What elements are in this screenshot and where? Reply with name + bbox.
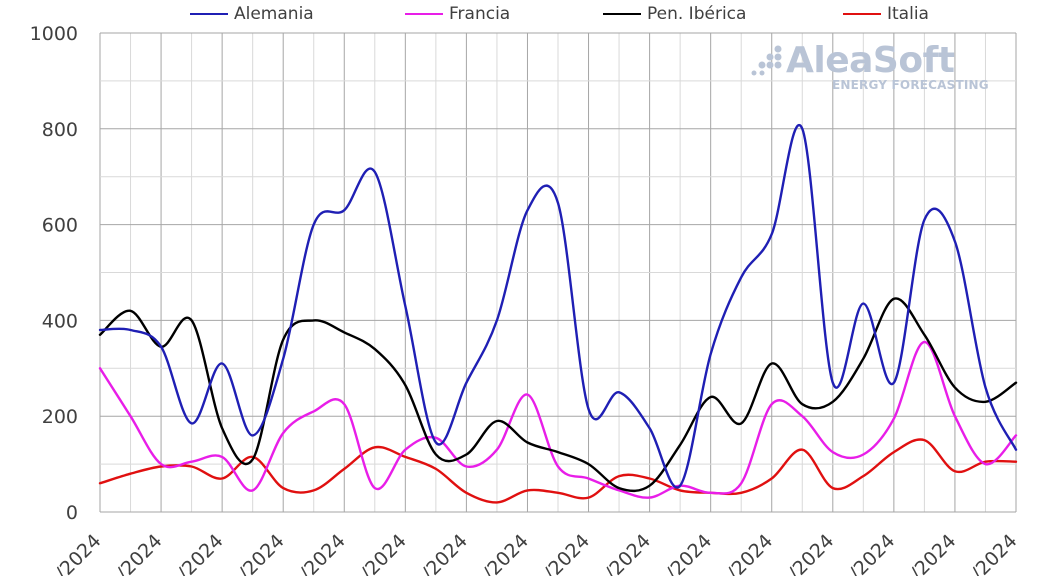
legend-label-pen-iberica: Pen. Ibérica <box>647 4 747 24</box>
logo-tagline: ENERGY FORECASTING <box>832 78 989 92</box>
x-tick-label: /2024 <box>906 530 960 576</box>
legend: Alemania Francia Pen. Ibérica Italia <box>0 4 1038 26</box>
x-tick-label: /2024 <box>967 530 1021 576</box>
x-tick-label: /2024 <box>784 530 838 576</box>
x-tick-label: /2024 <box>845 530 899 576</box>
legend-swatch-alemania <box>190 13 228 15</box>
x-tick-label: /2024 <box>234 530 288 576</box>
y-tick-label: 1000 <box>30 23 78 45</box>
y-tick-label: 200 <box>42 406 78 428</box>
aleasoft-logo: AleaSoft ENERGY FORECASTING <box>748 40 1008 100</box>
legend-item-francia: Francia <box>405 4 510 24</box>
legend-swatch-italia <box>843 13 881 15</box>
legend-label-alemania: Alemania <box>234 4 314 24</box>
series-line-alemania <box>98 124 1018 489</box>
x-tick-label: /2024 <box>112 530 166 576</box>
x-tick-label: /2024 <box>51 530 105 576</box>
x-tick-label: /2024 <box>173 530 227 576</box>
y-tick-label: 400 <box>42 310 78 332</box>
series-line-italia <box>98 438 1018 504</box>
legend-label-italia: Italia <box>887 4 929 24</box>
y-tick-label: 600 <box>42 215 78 237</box>
x-tick-label: /2024 <box>479 530 533 576</box>
legend-item-italia: Italia <box>843 4 929 24</box>
x-tick-label: /2024 <box>540 530 594 576</box>
x-tick-label: /2024 <box>723 530 777 576</box>
logo-name: AleaSoft <box>786 40 955 81</box>
x-tick-label: /2024 <box>662 530 716 576</box>
legend-swatch-pen-iberica <box>603 13 641 15</box>
legend-item-alemania: Alemania <box>190 4 314 24</box>
grid <box>99 32 1017 513</box>
x-tick-label: /2024 <box>357 530 411 576</box>
series-line-pen-ib-rica <box>98 297 1018 493</box>
legend-label-francia: Francia <box>449 4 511 24</box>
logo-dots-icon <box>751 45 782 76</box>
y-tick-label: 0 <box>66 502 78 524</box>
x-tick-label: /2024 <box>601 530 655 576</box>
x-axis-ticks: /2024/2024/2024/2024/2024/2024/2024/2024… <box>51 530 1021 576</box>
y-axis-ticks: 0 200 400 600 800 1000 <box>30 23 78 524</box>
x-tick-label: /2024 <box>296 530 350 576</box>
x-tick-label: /2024 <box>418 530 472 576</box>
series-line-francia <box>98 340 1018 499</box>
series-lines <box>98 124 1018 504</box>
legend-swatch-francia <box>405 13 443 15</box>
legend-item-pen-iberica: Pen. Ibérica <box>603 4 746 24</box>
y-tick-label: 800 <box>42 119 78 141</box>
